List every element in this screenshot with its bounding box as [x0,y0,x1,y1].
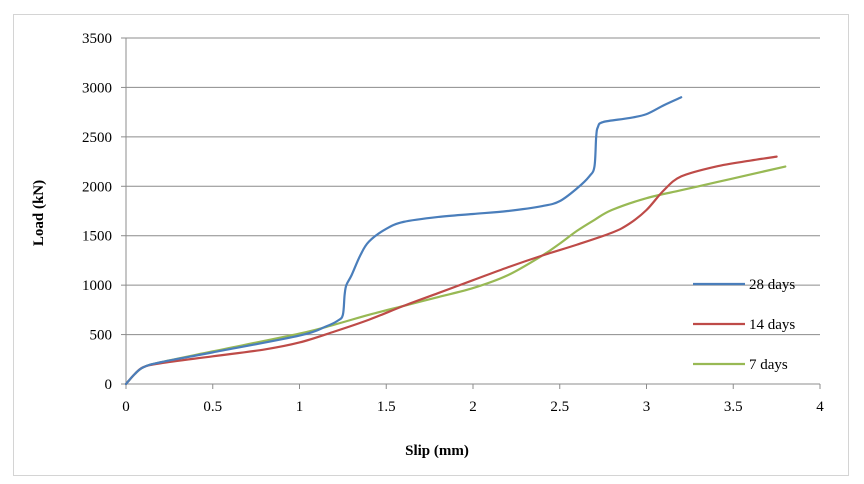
x-axis-title: Slip (mm) [405,443,469,459]
y-tick-label: 500 [90,328,113,344]
x-tick-label: 3 [643,399,651,415]
axes [121,37,821,389]
x-tick-label: 1 [296,399,304,415]
tick-labels: 0 500 1000 1500 2000 2500 3000 3500 0 0.5 1 1.5 2 2.5… [82,31,824,415]
series-line-14-days [124,155,778,386]
legend-label-7-days: 7 days [749,357,788,373]
legend-label-28-days: 28 days [749,277,795,293]
y-tick-label: 2500 [82,130,112,146]
legend: 28 days 14 days 7 days [693,277,795,373]
series-lines [124,96,787,386]
x-tick-label: 0.5 [203,399,222,415]
y-axis-title: Load (kN) [31,180,47,246]
x-tick-label: 4 [816,399,824,415]
chart-area: 0 500 1000 1500 2000 2500 3000 3500 0 0.5 1 1.5 2 2.5… [13,14,849,476]
y-tick-label: 3500 [82,31,112,47]
series-line-28-days [124,96,683,386]
x-tick-label: 2.5 [550,399,569,415]
x-tick-label: 0 [122,399,130,415]
legend-label-14-days: 14 days [749,317,795,333]
y-tick-label: 0 [105,377,113,393]
y-tick-label: 2000 [82,179,112,195]
x-tick-label: 3.5 [724,399,743,415]
x-tick-label: 2 [469,399,477,415]
line-chart: 0 500 1000 1500 2000 2500 3000 3500 0 0.5 1 1.5 2 2.5… [31,31,824,459]
y-tick-label: 3000 [82,80,112,96]
x-tick-label: 1.5 [377,399,396,415]
gridlines [126,37,820,336]
series-line-7-days [124,165,787,386]
y-tick-label: 1000 [82,278,112,294]
y-tick-label: 1500 [82,229,112,245]
